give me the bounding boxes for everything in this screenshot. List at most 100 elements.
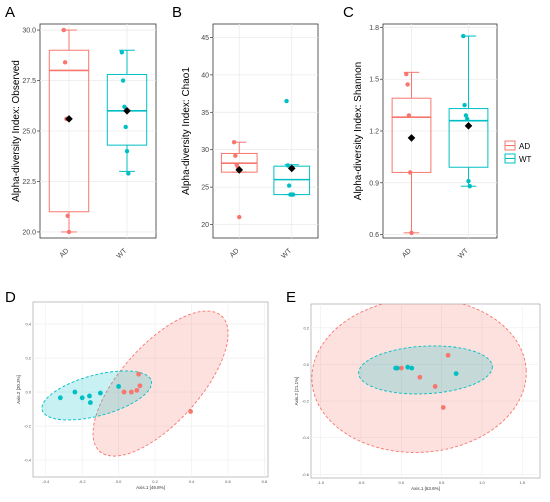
data-point xyxy=(237,214,242,220)
y-tick-label: -0.2 xyxy=(302,399,310,404)
box-wt xyxy=(273,98,311,197)
panel-b: B 20 25 30 35 40 45 AD WT Alpha-diversity Index: … xyxy=(172,4,319,260)
y-tick-label: 25 xyxy=(201,185,209,192)
data-point xyxy=(233,153,238,158)
box-ad xyxy=(391,71,432,236)
data-point xyxy=(404,71,409,77)
box-wt xyxy=(106,49,148,176)
data-point xyxy=(57,395,63,401)
plot-area xyxy=(310,303,541,479)
box-iqr xyxy=(448,108,489,168)
mean-marker xyxy=(287,164,296,173)
confidence-ellipse-wt xyxy=(41,370,153,421)
data-point xyxy=(465,116,470,122)
data-point xyxy=(72,389,78,395)
data-point xyxy=(417,374,423,380)
data-point xyxy=(408,170,413,175)
box-ad xyxy=(48,27,90,235)
data-point xyxy=(116,384,122,389)
y-tick-label: -0.6 xyxy=(302,472,310,477)
y-tick-label: 1.8 xyxy=(369,25,379,32)
legend-label-ad: AD xyxy=(519,142,530,151)
y-tick-label: 35 xyxy=(201,110,209,117)
x-tick-label: 0.0 xyxy=(399,480,405,485)
y-tick-label: -0.4 xyxy=(302,435,310,440)
box-iqr xyxy=(48,49,90,213)
data-point xyxy=(66,229,72,235)
y-tick-label: 30.0 xyxy=(22,28,36,35)
series-ad xyxy=(121,371,193,414)
data-point xyxy=(285,163,291,168)
panel-letter: A xyxy=(5,4,15,21)
x-tick-label: -0.2 xyxy=(79,479,87,484)
x-tick-label: WT xyxy=(281,247,294,260)
data-point xyxy=(432,384,438,389)
panel-d: D -0.4 -0.2 0.0 0.2 0.4 0.6 0.8 -0.4 -0.2 0.0 0.2 0.… xyxy=(5,289,269,490)
data-point xyxy=(65,213,70,218)
y-axis-title: Axis.2 [21.1%] xyxy=(294,377,299,406)
data-point xyxy=(128,389,134,395)
panel-c: C 0.6 0.9 1.2 1.5 1.8 AD WT Alpha-diversity Inde… xyxy=(343,4,498,260)
y-tick-label: 20 xyxy=(201,222,209,229)
y-tick-label: 22.5 xyxy=(22,179,36,186)
x-tick-label: 0.8 xyxy=(262,479,268,484)
data-point xyxy=(440,405,446,410)
box-ad xyxy=(220,140,258,220)
panel-e: E -1.0 -0.5 0.0 0.5 1.0 1.5 -0.6 -0.4 -0.2 0.0 0.2 A… xyxy=(286,289,541,491)
data-point xyxy=(120,78,126,83)
data-point xyxy=(126,171,131,176)
y-tick-label: 20.0 xyxy=(22,229,36,236)
x-tick-label: 1.0 xyxy=(479,480,485,485)
x-axis-title: Axis.1 [63.6%] xyxy=(411,486,440,491)
x-tick-label: 0.6 xyxy=(225,479,231,484)
data-point xyxy=(87,400,93,405)
data-point xyxy=(290,192,296,197)
data-point xyxy=(463,113,469,118)
data-point xyxy=(134,387,140,393)
data-point xyxy=(462,102,467,108)
data-point xyxy=(136,371,142,377)
y-tick-label: 1.5 xyxy=(369,77,379,84)
y-tick-label: 0.4 xyxy=(25,322,31,327)
box-iqr xyxy=(106,73,148,146)
data-point xyxy=(394,365,400,371)
y-tick-label: 25.0 xyxy=(22,129,36,136)
data-point xyxy=(405,82,410,87)
y-tick-label: -0.4 xyxy=(24,458,32,463)
data-point xyxy=(467,184,472,189)
y-tick-label: 0.9 xyxy=(369,180,379,187)
plot-area xyxy=(32,301,269,478)
data-point xyxy=(406,113,412,118)
data-point xyxy=(61,27,66,33)
data-point xyxy=(124,148,130,154)
panel-a: A 20.0 22.5 25.0 27.5 30.0 AD WT Alpha-diversity… xyxy=(5,4,157,260)
data-point xyxy=(123,124,128,130)
panel-letter: E xyxy=(286,289,296,306)
data-point xyxy=(405,364,411,370)
x-tick-label: 0.4 xyxy=(189,479,195,484)
data-point xyxy=(119,50,125,55)
y-tick-label: 0.0 xyxy=(25,390,31,395)
y-tick-label: -0.2 xyxy=(24,424,32,429)
data-point xyxy=(122,104,127,109)
y-axis-title: Alpha-diversity Index: Chao1 xyxy=(181,67,192,195)
legend: AD WT xyxy=(504,140,532,164)
data-point xyxy=(409,230,414,236)
data-point xyxy=(398,365,404,371)
data-point xyxy=(62,60,68,65)
data-point xyxy=(286,183,292,188)
y-tick-label: 0.6 xyxy=(369,232,379,239)
data-point xyxy=(98,390,103,396)
y-tick-label: 27.5 xyxy=(22,78,36,85)
x-tick-label: 0.0 xyxy=(116,479,122,484)
x-tick-label: -0.5 xyxy=(358,480,366,485)
y-axis-title: Alpha-diversity Index: Shannon xyxy=(353,62,364,200)
y-tick-label: 0.2 xyxy=(25,356,31,361)
x-tick-label: WT xyxy=(457,247,470,260)
x-tick-label: AD xyxy=(59,247,71,259)
y-tick-label: 30 xyxy=(201,147,209,154)
data-point xyxy=(137,383,143,389)
data-point xyxy=(445,352,451,358)
y-axis-title: Axis.2 [20.3%] xyxy=(16,375,21,404)
